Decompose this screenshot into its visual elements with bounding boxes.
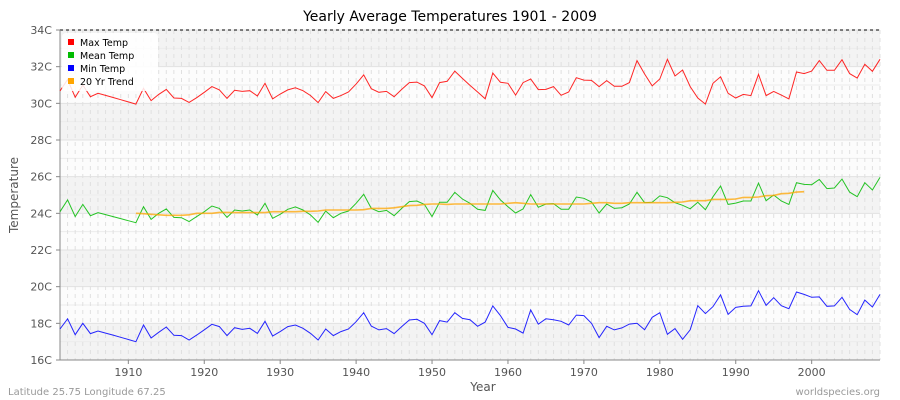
x-tick-label: 1980 [646, 366, 674, 379]
series-line-min-temp [59, 289, 881, 343]
y-tick-label: 30C [30, 97, 52, 110]
legend-swatch [68, 52, 74, 58]
legend-swatch [68, 65, 74, 71]
y-tick-labels: 16C 18C 20C 22C 24C 26C 28C 30C 32C 34C [30, 24, 60, 367]
x-tick-label: 1930 [266, 366, 294, 379]
y-axis-label: Temperature [7, 157, 21, 234]
legend-box [62, 33, 158, 91]
location-text: Latitude 25.75 Longitude 67.25 [8, 387, 166, 398]
source-text[interactable]: worldspecies.org [796, 387, 880, 398]
y-tick-label: 18C [30, 317, 52, 330]
y-tick-label: 16C [30, 354, 52, 367]
legend-label: Min Temp [80, 64, 125, 75]
x-tick-label: 1940 [342, 366, 370, 379]
legend-label: Mean Temp [80, 51, 134, 62]
y-tick-label: 20C [30, 281, 52, 294]
legend: Max Temp Mean Temp Min Temp 20 Yr Trend [62, 33, 158, 91]
grid-lines [59, 29, 881, 361]
x-tick-label: 1950 [418, 366, 446, 379]
x-tick-label: 1920 [190, 366, 218, 379]
x-tick-label: 1960 [494, 366, 522, 379]
x-tick-label: 1970 [570, 366, 598, 379]
y-tick-label: 22C [30, 244, 52, 257]
x-tick-labels: 1910 1920 1930 1940 1950 1960 1970 1980 1990 2000 [114, 360, 826, 379]
series-line-20-yr-trend [135, 190, 805, 217]
x-axis-label: Year [469, 380, 495, 394]
y-tick-label: 34C [30, 24, 52, 37]
series-line-max-temp [59, 58, 881, 105]
legend-label: Max Temp [80, 38, 128, 49]
series-lines [59, 58, 881, 343]
x-tick-label: 1990 [722, 366, 750, 379]
legend-swatch [68, 78, 74, 84]
x-tick-label: 2000 [798, 366, 826, 379]
x-tick-label: 1910 [114, 366, 142, 379]
legend-swatch [68, 39, 74, 45]
y-tick-label: 24C [30, 207, 52, 220]
y-tick-label: 28C [30, 134, 52, 147]
chart-title: Yearly Average Temperatures 1901 - 2009 [302, 9, 597, 25]
y-tick-label: 32C [30, 61, 52, 74]
legend-label: 20 Yr Trend [80, 77, 134, 88]
y-tick-label: 26C [30, 171, 52, 184]
